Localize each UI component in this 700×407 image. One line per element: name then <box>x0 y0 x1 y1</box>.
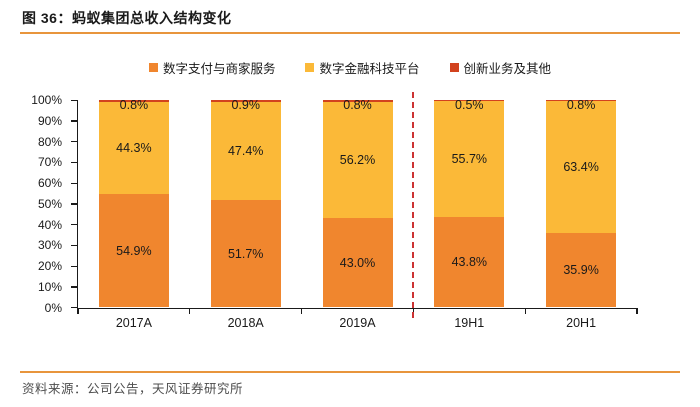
bar-segment-label: 35.9% <box>563 263 599 278</box>
x-axis-label: 2018A <box>227 315 264 330</box>
legend-label: 数字支付与商家服务 <box>162 62 276 76</box>
x-axis-label: 19H1 <box>454 315 485 330</box>
x-axis-label: 2019A <box>339 315 376 330</box>
bar-segment-label: 55.7% <box>451 151 488 166</box>
y-axis-label: 90% <box>37 113 62 128</box>
bar-segment <box>322 101 393 219</box>
bar-segment <box>434 216 505 308</box>
y-tick <box>71 203 78 205</box>
bar-segment-label: 56.2% <box>339 152 376 167</box>
legend-swatch-icon <box>305 63 315 72</box>
x-axis-label: 20H1 <box>566 315 597 330</box>
y-tick <box>71 307 78 309</box>
bar-segment <box>322 218 393 308</box>
y-axis-line <box>76 100 78 309</box>
legend-item: 创新业务及其他 <box>449 58 552 77</box>
bar-segment <box>546 101 617 233</box>
bar-segment-label: 44.3% <box>116 140 152 155</box>
bar-segment-label: 0.5% <box>455 98 484 112</box>
x-tick <box>636 307 638 314</box>
legend-swatch-icon <box>449 63 459 72</box>
y-tick <box>71 265 78 267</box>
bar-segment-label: 0.8% <box>566 98 596 112</box>
bar-segment <box>98 101 169 194</box>
y-axis-label: 40% <box>37 217 62 232</box>
y-axis-label: 70% <box>37 155 62 170</box>
x-tick <box>300 307 303 314</box>
y-tick <box>71 224 78 226</box>
forecast-divider-line <box>412 92 415 318</box>
footer-divider <box>20 371 680 373</box>
bar-segment-label: 43.0% <box>339 255 376 270</box>
y-tick <box>71 141 78 143</box>
x-axis-label: 2017A <box>115 315 152 330</box>
y-axis-label: 80% <box>37 134 62 149</box>
bar-segment-label: 47.4% <box>227 144 264 159</box>
y-axis-label: 10% <box>37 279 62 294</box>
bar-segment-label: 54.9% <box>116 243 152 258</box>
legend-item: 数字金融科技平台 <box>305 58 420 77</box>
source-note: 资料来源：公司公告，天风证券研究所 <box>22 382 244 396</box>
header-divider <box>20 32 680 34</box>
bar-segment-label: 0.8% <box>343 98 372 112</box>
y-axis-label: 30% <box>37 238 62 253</box>
bar-segment <box>434 101 505 217</box>
figure-title: 图 36：蚂蚁集团总收入结构变化 <box>22 10 232 26</box>
y-tick <box>71 99 78 101</box>
y-axis-label: 50% <box>37 196 62 211</box>
bar-segment-label: 0.8% <box>119 98 149 112</box>
bar-segment-label: 51.7% <box>227 246 264 261</box>
legend-label: 数字金融科技平台 <box>319 62 420 76</box>
y-tick <box>71 120 78 122</box>
y-axis-label: 0% <box>44 300 62 315</box>
legend-swatch-icon <box>148 63 158 72</box>
legend-item: 数字支付与商家服务 <box>148 58 276 77</box>
bar-segment-label: 63.4% <box>563 160 599 175</box>
bar-segment <box>98 193 169 308</box>
y-tick <box>71 182 78 184</box>
bar-segment <box>210 101 281 201</box>
legend-label: 创新业务及其他 <box>463 62 552 76</box>
y-tick <box>71 244 78 247</box>
bar-segment <box>546 99 617 102</box>
bar-segment <box>98 100 169 102</box>
x-axis-line <box>76 307 639 309</box>
bar-segment-label: 0.9% <box>231 98 260 112</box>
y-axis-label: 100% <box>31 93 62 107</box>
x-tick <box>189 307 191 314</box>
bar-segment-label: 43.8% <box>451 255 488 270</box>
y-tick <box>71 286 78 288</box>
y-tick <box>71 161 78 164</box>
bar-segment <box>210 100 281 102</box>
bar-segment <box>434 100 505 102</box>
y-axis-label: 20% <box>37 259 62 273</box>
bar-segment <box>546 233 617 308</box>
y-axis-label: 60% <box>37 176 62 190</box>
x-tick <box>77 307 79 314</box>
chart-legend: 数字支付与商家服务 数字金融科技平台 创新业务及其他 <box>0 58 700 77</box>
bar-segment <box>322 100 393 102</box>
bar-segment <box>210 200 281 308</box>
x-tick <box>524 307 526 314</box>
